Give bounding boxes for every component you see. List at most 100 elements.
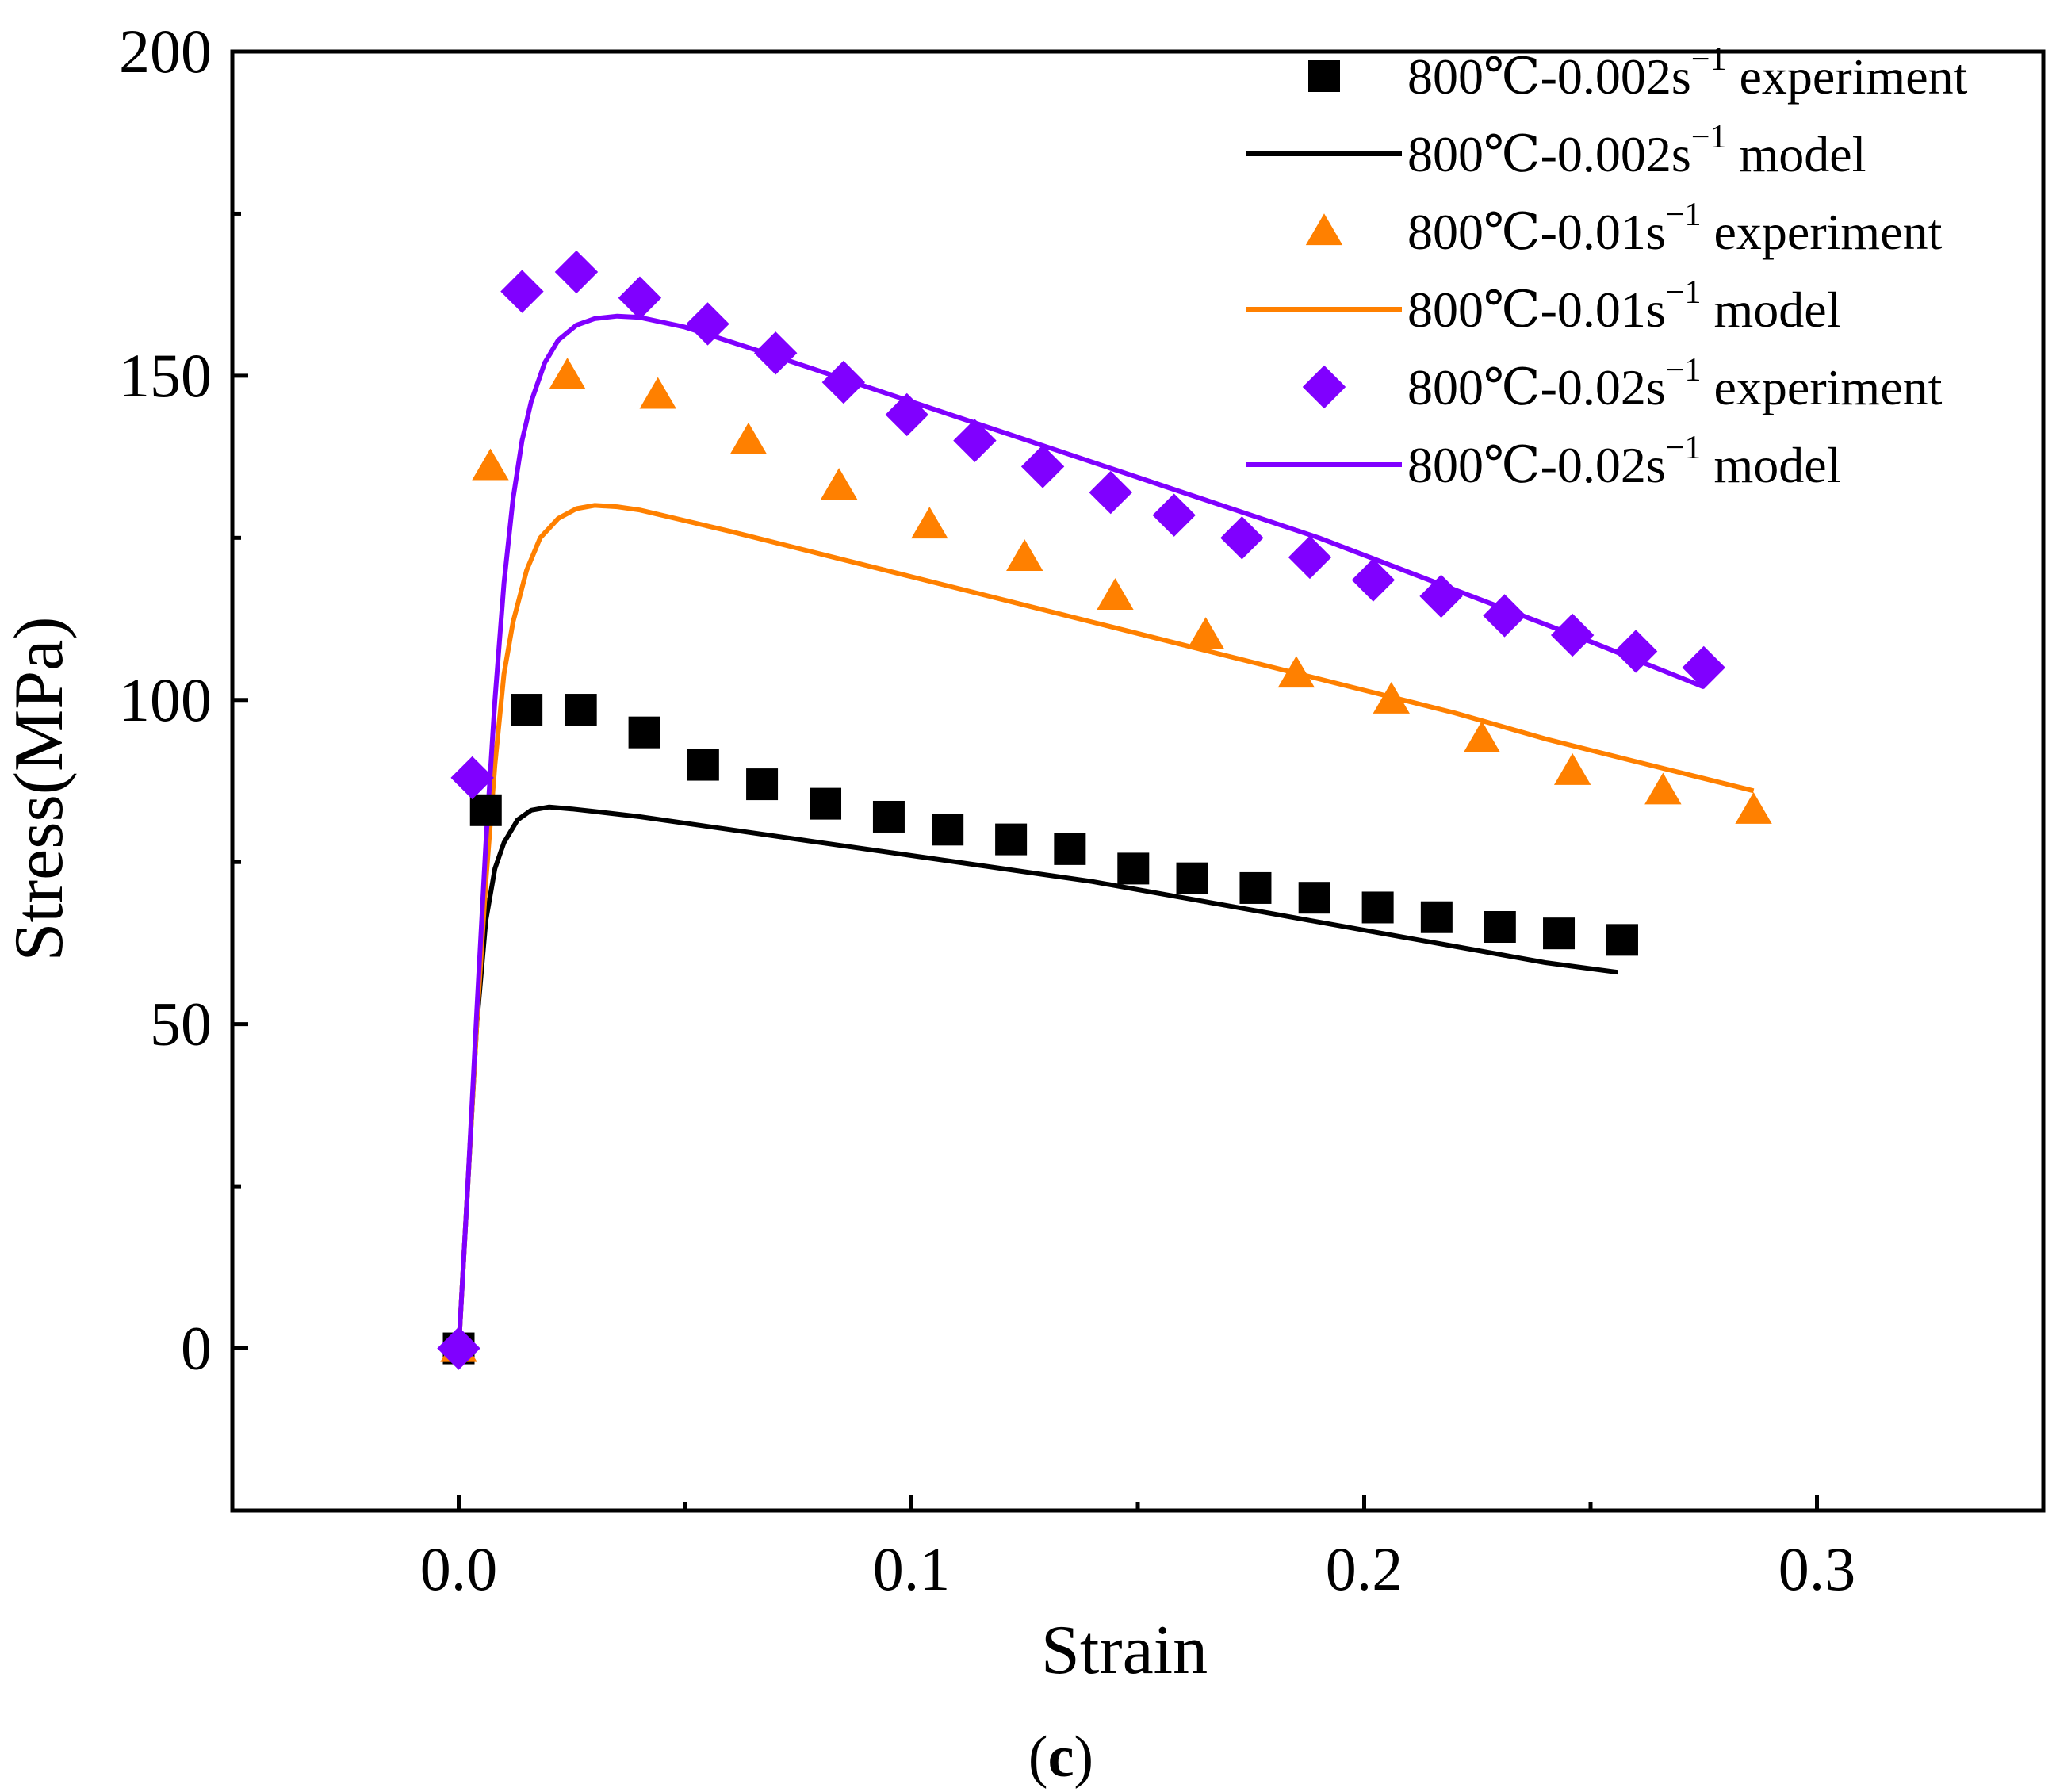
legend-label: 800℃-0.02s−1 model	[1407, 430, 1840, 493]
figure-caption: (c)	[1028, 1725, 1093, 1790]
data-point-marker	[472, 448, 509, 481]
data-point-marker	[1277, 656, 1315, 688]
data-point-marker	[932, 814, 964, 846]
experiment-markers-series-4	[437, 250, 1725, 1370]
legend-label-main: 800℃-0.002s	[1407, 126, 1691, 182]
data-point-marker	[1298, 882, 1330, 914]
data-point-marker	[628, 716, 660, 749]
legend-label-superscript: −1	[1691, 119, 1727, 155]
legend-marker-swatch	[1308, 60, 1340, 92]
data-point-marker	[1606, 924, 1638, 956]
data-point-marker	[729, 422, 768, 454]
legend-label-tail: experiment	[1702, 204, 1943, 260]
legend-label-main: 800℃-0.002s	[1407, 48, 1691, 105]
data-point-marker	[1351, 558, 1396, 602]
data-point-marker	[1463, 721, 1501, 752]
data-point-marker	[1682, 645, 1725, 690]
data-point-marker	[500, 270, 544, 313]
x-tick-label: 0.3	[1778, 1534, 1856, 1603]
legend-label-tail: model	[1727, 126, 1866, 182]
caption-open-paren: (	[1028, 1725, 1048, 1790]
legend-marker-swatch	[1305, 213, 1343, 246]
legend-label-superscript: −1	[1691, 41, 1727, 78]
data-point-marker	[1735, 792, 1772, 824]
experiment-markers-series-0	[442, 694, 1638, 1365]
caption-letter: c	[1048, 1725, 1074, 1790]
y-tick-label: 50	[150, 990, 212, 1059]
legend-label-tail: experiment	[1727, 48, 1968, 105]
legend-label: 800℃-0.01s−1 experiment	[1407, 197, 1943, 260]
data-point-marker	[639, 377, 676, 409]
legend-label: 800℃-0.002s−1 experiment	[1407, 41, 1968, 105]
data-point-marker	[450, 756, 494, 800]
model-line-series-5	[456, 313, 1705, 1349]
legend-label: 800℃-0.02s−1 experiment	[1407, 352, 1943, 415]
data-point-marker	[1054, 833, 1086, 865]
x-tick-label: 0.0	[420, 1534, 498, 1603]
legend-label-main: 800℃-0.02s	[1407, 359, 1666, 415]
data-point-marker	[1152, 493, 1196, 537]
data-point-marker	[437, 1327, 480, 1370]
legend-label: 800℃-0.01s−1 model	[1407, 274, 1840, 338]
data-point-marker	[1089, 470, 1132, 515]
data-point-marker	[1543, 917, 1576, 950]
y-axis-title: Stress(MPa)	[1, 616, 78, 961]
legend-entry: 800℃-0.02s−1 experiment	[1302, 352, 1943, 415]
model-line-series-3	[456, 503, 1755, 1349]
x-tick-label: 0.1	[873, 1534, 951, 1603]
legend-entry: 800℃-0.01s−1 model	[1246, 274, 1840, 338]
data-point-marker	[821, 360, 866, 404]
legend-label-main: 800℃-0.01s	[1407, 281, 1666, 338]
model-line-series-1	[456, 804, 1618, 1349]
y-tick-label: 150	[119, 341, 212, 410]
data-point-marker	[1020, 445, 1065, 488]
data-point-marker	[1373, 681, 1410, 714]
data-point-marker	[885, 392, 928, 437]
caption-close-paren: )	[1074, 1725, 1093, 1790]
legend-label-tail: experiment	[1702, 359, 1943, 415]
legend-label-main: 800℃-0.01s	[1407, 204, 1666, 260]
data-point-marker	[1420, 901, 1453, 933]
data-point-marker	[1176, 862, 1208, 894]
data-point-marker	[1239, 871, 1272, 904]
data-point-marker	[1097, 578, 1134, 611]
plot-area	[437, 250, 1772, 1370]
legend-label-superscript: −1	[1666, 430, 1702, 466]
data-point-marker	[469, 794, 502, 826]
legend-label-main: 800℃-0.02s	[1407, 437, 1666, 493]
data-point-marker	[1614, 630, 1658, 673]
data-point-marker	[820, 468, 858, 500]
data-point-marker	[810, 787, 842, 820]
legend-label-tail: model	[1702, 437, 1841, 493]
data-point-marker	[1484, 911, 1516, 943]
axes: 0 50 100 150 200 0.0 0.1 0.2 0.3	[119, 17, 2046, 1603]
data-point-marker	[1361, 891, 1394, 924]
data-point-marker	[686, 302, 729, 346]
data-point-marker	[1483, 594, 1526, 638]
legend-label-superscript: −1	[1666, 197, 1702, 233]
data-point-marker	[618, 276, 662, 320]
data-point-marker	[549, 358, 586, 389]
data-point-marker	[911, 507, 948, 539]
data-point-marker	[754, 331, 798, 375]
data-point-marker	[1288, 535, 1332, 580]
y-tick-label: 200	[119, 17, 212, 86]
legend-label: 800℃-0.002s−1 model	[1407, 119, 1866, 182]
data-point-marker	[687, 749, 719, 781]
legend-label-tail: model	[1702, 281, 1841, 338]
legend-entry: 800℃-0.002s−1 experiment	[1308, 41, 1968, 105]
data-point-marker	[1006, 539, 1043, 571]
data-point-marker	[746, 768, 779, 801]
data-point-marker	[554, 250, 599, 294]
data-point-marker	[1419, 574, 1463, 618]
legend-label-superscript: −1	[1666, 274, 1702, 311]
data-point-marker	[565, 694, 597, 726]
data-point-marker	[1553, 752, 1591, 785]
data-point-marker	[1187, 617, 1224, 649]
data-point-marker	[1220, 516, 1264, 560]
y-tick-label: 0	[181, 1314, 212, 1383]
plot-frame	[230, 49, 2046, 1513]
data-point-marker	[1644, 772, 1682, 805]
